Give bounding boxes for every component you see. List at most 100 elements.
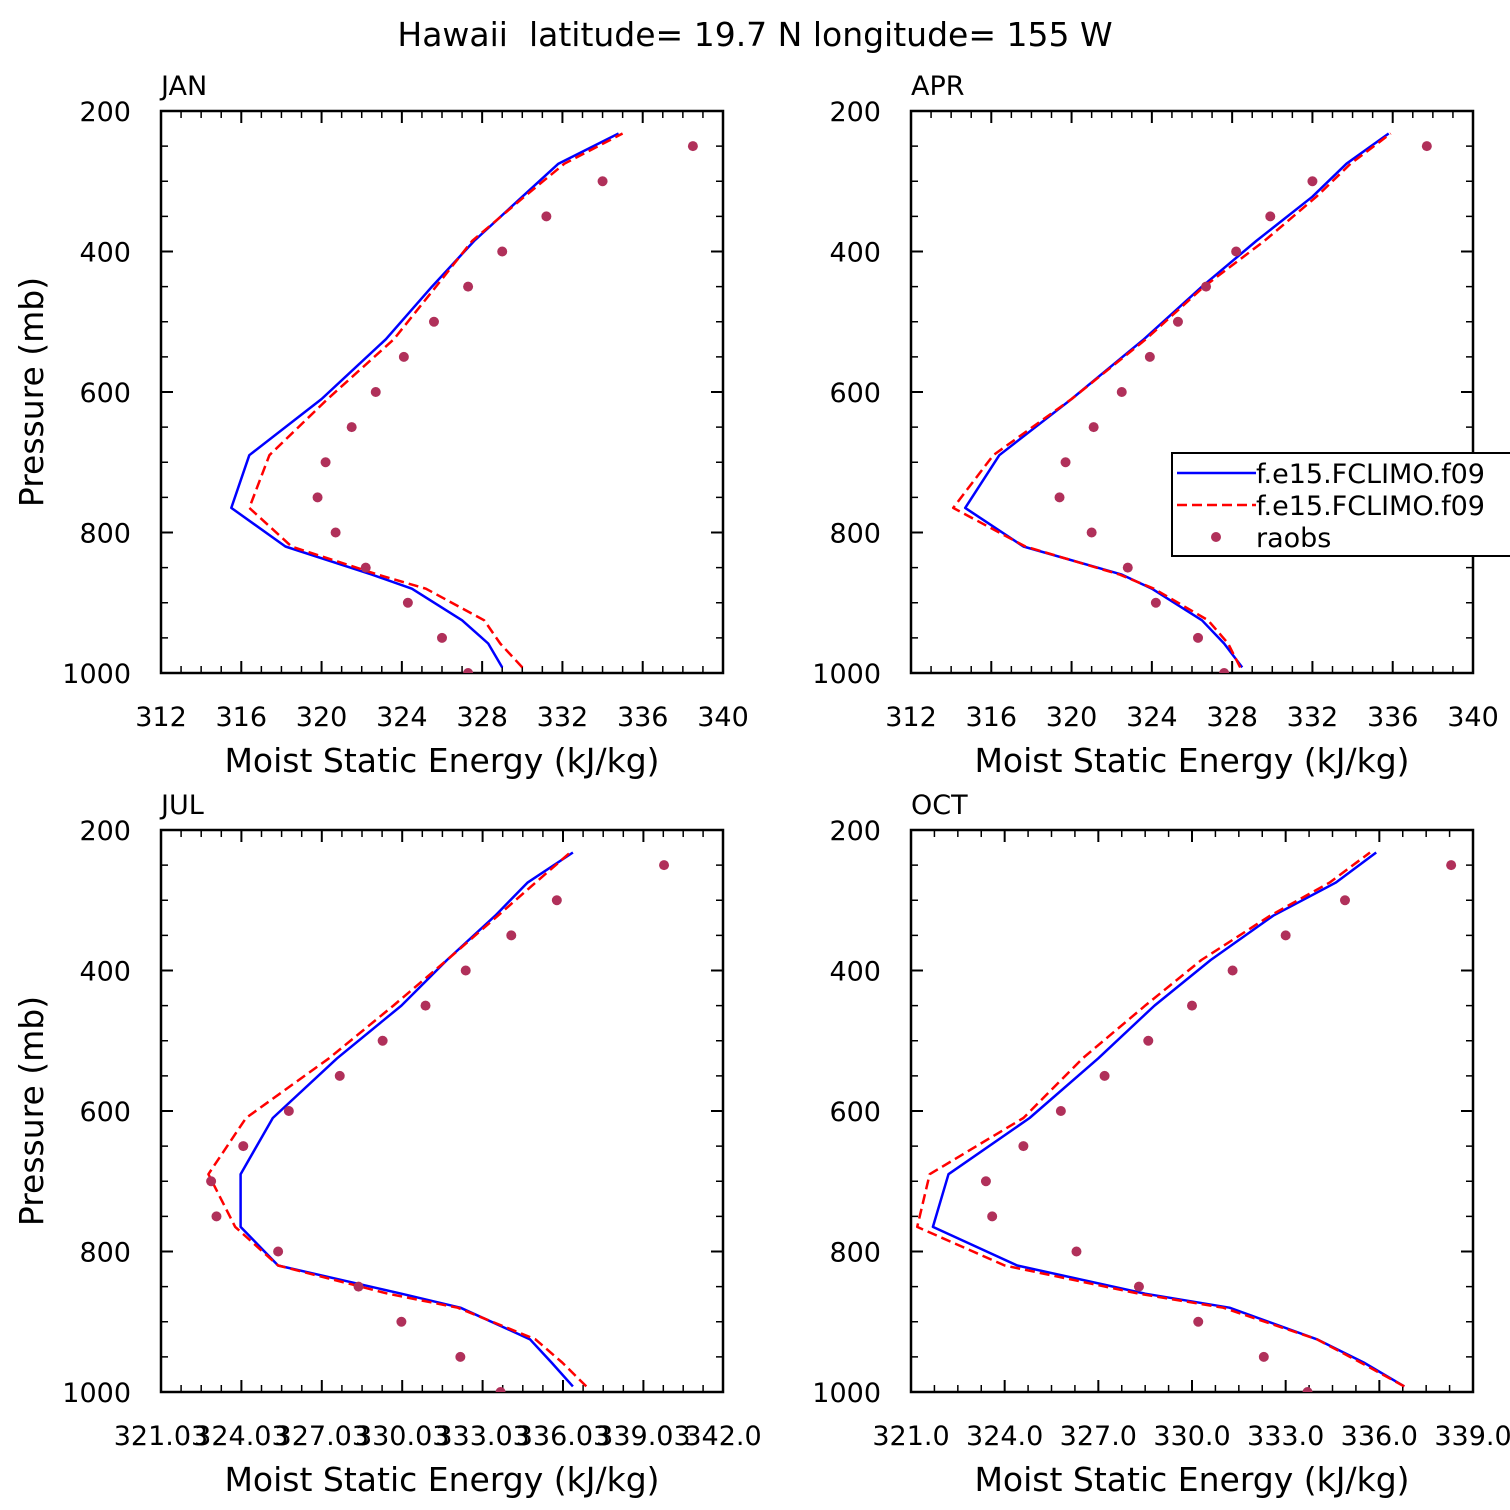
x-tick-label: 336.0 — [1341, 1421, 1418, 1452]
y-tick-label: 1000 — [812, 659, 881, 690]
raobs-point — [463, 281, 474, 292]
raobs-point — [1122, 562, 1133, 573]
legend-label: f.e15.FCLIMO.f09 — [1256, 491, 1485, 522]
x-tick-label: 336 — [1367, 702, 1419, 733]
raobs-point — [1055, 1106, 1066, 1116]
series-line-dashed — [915, 851, 1405, 1388]
raobs-point — [1187, 1000, 1197, 1011]
raobs-point — [330, 527, 341, 538]
x-tick-label: 332 — [537, 702, 589, 733]
x-tick-label: 324 — [376, 702, 428, 733]
x-axis-label: Moist Static Energy (kJ/kg) — [974, 741, 1409, 780]
raobs-point — [687, 141, 698, 152]
legend-label: f.e15.FCLIMO.f09 — [1256, 459, 1485, 490]
raobs-point — [402, 597, 413, 608]
raobs-point — [1227, 965, 1238, 976]
raobs-point — [597, 176, 608, 187]
series-group — [915, 851, 1457, 1392]
raobs-point — [320, 457, 331, 468]
series-group — [230, 132, 698, 673]
panel-apr: 312 316 320 324 328 332 336 340 200 400 600 800 1000… — [812, 71, 1498, 780]
panel-title: JAN — [159, 71, 207, 102]
y-tick-label: 600 — [79, 1097, 131, 1128]
y-tick-label: 800 — [79, 519, 131, 550]
x-tick-label: 316 — [966, 702, 1018, 733]
raobs-point — [659, 860, 670, 871]
raobs-point — [1421, 141, 1432, 152]
x-axis-label: Moist Static Energy (kJ/kg) — [224, 741, 659, 780]
raobs-point — [420, 1000, 431, 1011]
series-group — [951, 132, 1432, 673]
raobs-point — [460, 965, 471, 976]
raobs-point — [377, 1035, 388, 1046]
raobs-point — [455, 1351, 466, 1362]
raobs-point — [1144, 351, 1155, 362]
raobs-point — [1116, 387, 1127, 397]
x-tick-label: 332 — [1287, 702, 1339, 733]
raobs-point — [463, 668, 474, 673]
y-tick-label: 200 — [829, 97, 881, 128]
x-axis-label: Moist Static Energy (kJ/kg) — [224, 1460, 659, 1499]
raobs-point — [370, 387, 381, 397]
raobs-point — [987, 1211, 998, 1222]
y-tick-label: 200 — [829, 816, 881, 847]
x-axis-label: Moist Static Energy (kJ/kg) — [974, 1460, 1409, 1499]
y-tick-label: 400 — [829, 238, 881, 269]
x-tick-label: 320 — [296, 702, 348, 733]
panel-title: APR — [911, 71, 965, 102]
y-tick-label: 800 — [829, 519, 881, 550]
raobs-point — [1307, 176, 1318, 187]
x-tick-label: 330.0 — [1153, 1421, 1230, 1452]
y-tick-label: 400 — [829, 957, 881, 988]
x-tick-label: 340 — [1447, 702, 1499, 733]
raobs-point — [1258, 1351, 1269, 1362]
x-tick-label: 339.0 — [1434, 1421, 1510, 1452]
x-tick-label: 333.03 — [435, 1421, 529, 1452]
x-tick-label: 336.03 — [516, 1421, 610, 1452]
series-line-solid — [963, 132, 1390, 669]
raobs-point — [1193, 632, 1204, 643]
raobs-point — [206, 1176, 217, 1187]
x-tick-label: 328 — [1206, 702, 1258, 733]
raobs-point — [551, 895, 562, 906]
raobs-point — [1086, 527, 1097, 538]
raobs-point — [1201, 281, 1212, 292]
raobs-point — [1099, 1070, 1110, 1081]
raobs-point — [1054, 492, 1065, 503]
y-tick-label: 200 — [79, 97, 131, 128]
raobs-point — [1172, 316, 1183, 327]
raobs-point — [1018, 1141, 1029, 1152]
panel-title: JUL — [159, 790, 204, 821]
raobs-point — [428, 316, 439, 327]
raobs-point — [238, 1141, 249, 1152]
x-tick-label: 324.0 — [966, 1421, 1043, 1452]
raobs-point — [437, 632, 447, 643]
series-line-solid — [931, 851, 1405, 1388]
series-line-dashed — [951, 132, 1392, 668]
series-group — [206, 851, 670, 1392]
raobs-point — [1088, 422, 1099, 433]
raobs-point — [1133, 1281, 1144, 1292]
y-tick-label: 1000 — [62, 659, 131, 690]
raobs-point — [1143, 1035, 1154, 1046]
x-tick-label: 328 — [456, 702, 508, 733]
x-tick-label: 327.0 — [1060, 1421, 1137, 1452]
x-tick-label: 340 — [697, 702, 749, 733]
raobs-point — [312, 492, 323, 503]
raobs-point — [1219, 668, 1230, 673]
panel-title: OCT — [911, 790, 968, 821]
legend-label: raobs — [1256, 523, 1331, 554]
y-axis-label: Pressure (mb) — [12, 996, 51, 1226]
y-tick-label: 800 — [79, 1238, 131, 1269]
panel-jul: 321.03324.03327.03330.03333.03336.03339.… — [12, 790, 762, 1499]
raobs-point — [334, 1070, 345, 1081]
y-tick-label: 1000 — [812, 1378, 881, 1409]
raobs-point — [1193, 1316, 1204, 1327]
y-tick-label: 600 — [79, 378, 131, 409]
series-line-dashed — [207, 851, 588, 1388]
y-tick-label: 200 — [79, 816, 131, 847]
raobs-point — [1446, 860, 1457, 871]
raobs-point — [1302, 1387, 1313, 1392]
raobs-point — [1150, 597, 1161, 608]
